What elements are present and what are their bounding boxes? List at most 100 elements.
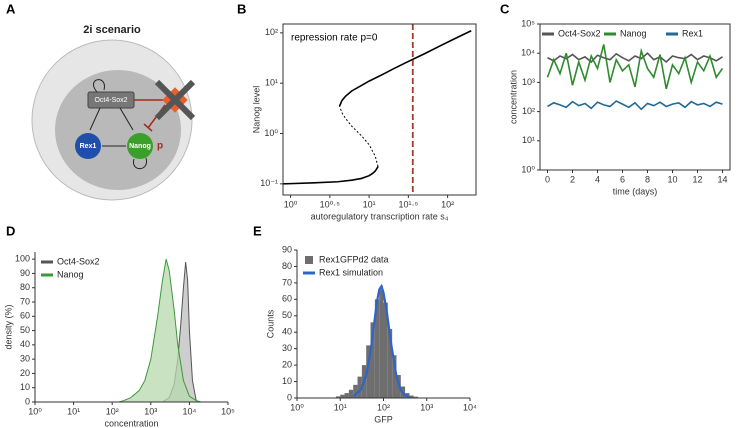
bar bbox=[335, 396, 341, 398]
x-tick-label: 10¹ bbox=[363, 199, 376, 209]
self-loop bbox=[133, 157, 147, 170]
y-tick-label: 60 bbox=[282, 294, 292, 304]
bar bbox=[344, 393, 349, 398]
frame bbox=[539, 23, 731, 171]
x-tick-label: 10⁰ bbox=[290, 402, 304, 412]
y-tick-label: 20 bbox=[20, 368, 30, 378]
bar bbox=[370, 322, 375, 398]
line bbox=[338, 30, 472, 107]
bar bbox=[379, 289, 384, 398]
legend-label: Nanog bbox=[57, 269, 84, 279]
plot-area bbox=[546, 44, 724, 111]
y-tick-label: 0 bbox=[287, 392, 292, 402]
x-tick-label: 10¹ bbox=[67, 406, 80, 416]
plot-area bbox=[335, 283, 423, 398]
y-tick-label: 30 bbox=[20, 354, 30, 364]
node-label: Nanog bbox=[129, 143, 151, 150]
bar bbox=[409, 395, 414, 398]
chart: 0 2 4 6 8 10 12 14 10⁰ 10¹ 10² 10³ 10⁴ 10⁵ time (days)… bbox=[508, 18, 731, 196]
node-circle bbox=[127, 133, 153, 159]
panel-label: D bbox=[6, 223, 15, 238]
y-tick-label: 30 bbox=[282, 343, 292, 353]
x-tick-label: 10⁰ bbox=[284, 199, 298, 209]
x-tick-label: 2 bbox=[570, 174, 575, 184]
bar bbox=[366, 345, 371, 398]
panel-label: B bbox=[237, 1, 246, 16]
y-tick-label: 80 bbox=[282, 261, 292, 271]
y-tick-label: 10² bbox=[265, 27, 278, 37]
legend-label: Oct4-Sox2 bbox=[57, 256, 100, 266]
y-tick-label: 0 bbox=[25, 396, 30, 406]
x-axis-label: GFP bbox=[374, 414, 393, 424]
x-axis-label: autoregulatory transcription rate s₄ bbox=[311, 211, 449, 221]
panel-label: A bbox=[6, 1, 16, 16]
line bbox=[547, 100, 723, 111]
y-tick-label: 10¹ bbox=[265, 78, 278, 88]
line bbox=[283, 166, 379, 185]
annotation: repression rate p=0 bbox=[291, 33, 378, 44]
x-tick-label: 0 bbox=[545, 174, 550, 184]
cross bbox=[154, 79, 196, 121]
legend-swatch bbox=[305, 256, 313, 264]
legend-label: Rex1 bbox=[682, 28, 703, 38]
y-tick-label: 40 bbox=[282, 327, 292, 337]
y-tick-label: 10⁰ bbox=[521, 164, 535, 174]
x-tick-label: 10⁵ bbox=[221, 406, 235, 416]
y-tick-label: 20 bbox=[282, 359, 292, 369]
y-tick-label: 10⁰ bbox=[264, 128, 278, 138]
bar bbox=[353, 384, 358, 398]
y-tick-label: 70 bbox=[20, 296, 30, 306]
y-axis-label: Counts bbox=[265, 309, 275, 338]
x-tick-label: 10⁰·⁵ bbox=[320, 199, 341, 209]
area bbox=[118, 259, 202, 402]
bar bbox=[357, 376, 362, 398]
x-tick-label: 10¹·⁵ bbox=[398, 199, 418, 209]
x-tick-label: 10⁰ bbox=[28, 406, 42, 416]
x-tick-label: 10⁴ bbox=[182, 406, 196, 416]
x-tick-label: 14 bbox=[717, 174, 727, 184]
bar bbox=[413, 396, 419, 398]
bar bbox=[383, 302, 388, 398]
node-circle bbox=[75, 133, 101, 159]
bar bbox=[340, 394, 345, 398]
y-tick-label: 90 bbox=[282, 244, 292, 254]
y-tick-label: 50 bbox=[20, 325, 30, 335]
line bbox=[339, 105, 379, 167]
x-tick-label: 10² bbox=[106, 406, 119, 416]
y-tick-label: 10⁵ bbox=[521, 18, 535, 28]
plot-area bbox=[283, 24, 472, 195]
y-tick-label: 10³ bbox=[522, 77, 535, 87]
y-axis-label: concentration bbox=[508, 70, 518, 124]
y-tick-label: 10⁻¹ bbox=[260, 178, 278, 188]
line bbox=[546, 44, 724, 90]
bar bbox=[392, 355, 397, 398]
y-tick-label: 10⁴ bbox=[521, 48, 535, 58]
y-tick-label: 10² bbox=[522, 106, 535, 116]
chart: 10⁰ 10¹ 10² 10³ 10⁴ 0 10 20 30 40 50 60 70 80 90 GFP Cou… bbox=[265, 244, 477, 424]
node-label: Rex1 bbox=[80, 143, 97, 150]
y-axis-label: density (%) bbox=[3, 304, 13, 349]
y-tick-label: 10 bbox=[282, 376, 292, 386]
x-tick-label: 4 bbox=[595, 174, 600, 184]
y-tick-label: 60 bbox=[20, 311, 30, 321]
legend-label: Oct4-Sox2 bbox=[558, 28, 601, 38]
bar bbox=[348, 389, 354, 398]
line bbox=[547, 52, 723, 64]
line bbox=[352, 283, 410, 398]
plot-area bbox=[118, 259, 202, 402]
x-tick-label: 10³ bbox=[144, 406, 157, 416]
x-axis-label: time (days) bbox=[613, 186, 658, 196]
legend-label: Rex1GFPd2 data bbox=[319, 254, 389, 264]
frame bbox=[282, 23, 477, 196]
y-tick-label: 100 bbox=[15, 254, 30, 264]
y-tick-label: 90 bbox=[20, 268, 30, 278]
y-tick-label: 10 bbox=[20, 382, 30, 392]
x-tick-label: 10² bbox=[441, 199, 454, 209]
edge-label: p bbox=[157, 141, 163, 152]
y-tick-label: 10¹ bbox=[522, 135, 535, 145]
y-tick-label: 70 bbox=[282, 277, 292, 287]
chart: 10⁰ 10⁰·⁵ 10¹ 10¹·⁵ 10² 10⁻¹ 10⁰ 10¹ 10² autoregu… bbox=[251, 23, 477, 221]
legend-label: Rex1 simulation bbox=[319, 267, 383, 277]
x-tick-label: 10⁴ bbox=[463, 402, 477, 412]
